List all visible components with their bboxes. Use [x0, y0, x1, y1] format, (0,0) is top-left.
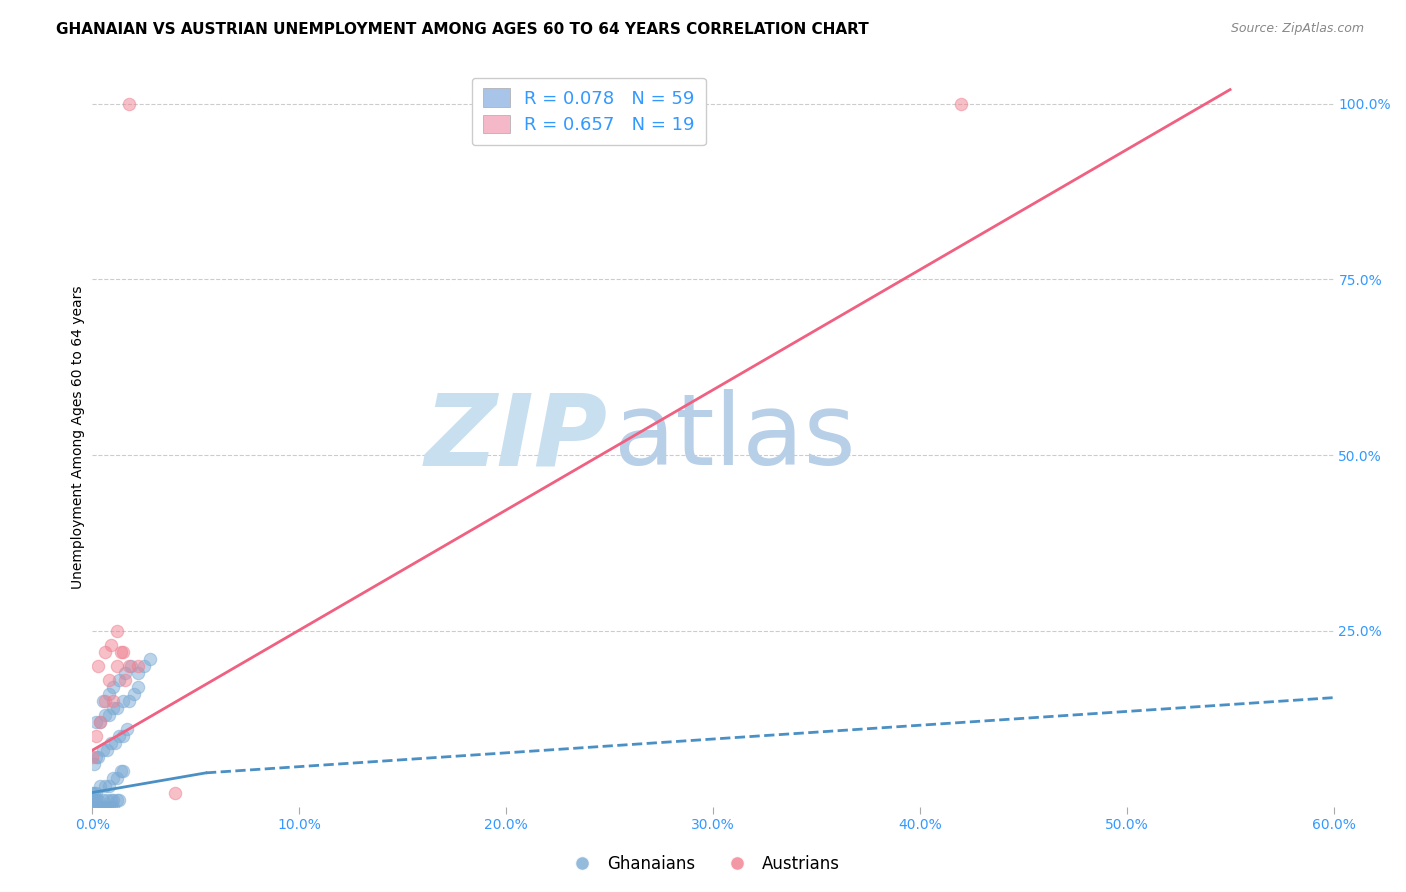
- Point: [112, 729, 135, 743]
- Point: [86, 792, 108, 806]
- Point: [101, 792, 124, 806]
- Point: [101, 772, 124, 786]
- Legend: Ghanaians, Austrians: Ghanaians, Austrians: [560, 848, 846, 880]
- Point: [86, 715, 108, 730]
- Point: [93, 694, 115, 708]
- Point: [86, 785, 108, 799]
- Point: [87, 792, 110, 806]
- Point: [87, 799, 110, 814]
- Point: [127, 666, 149, 681]
- Point: [96, 799, 118, 814]
- Text: Source: ZipAtlas.com: Source: ZipAtlas.com: [1230, 22, 1364, 36]
- Point: [91, 799, 114, 814]
- Point: [97, 687, 120, 701]
- Point: [83, 757, 105, 772]
- Point: [97, 779, 120, 793]
- Point: [105, 659, 128, 673]
- Point: [112, 764, 135, 779]
- Point: [127, 659, 149, 673]
- Point: [105, 792, 128, 806]
- Point: [83, 785, 105, 799]
- Point: [132, 659, 155, 673]
- Point: [101, 701, 124, 715]
- Point: [89, 799, 111, 814]
- Y-axis label: Unemployment Among Ages 60 to 64 years: Unemployment Among Ages 60 to 64 years: [72, 285, 86, 590]
- Point: [86, 799, 108, 814]
- Point: [950, 96, 973, 111]
- Point: [114, 666, 136, 681]
- Point: [97, 673, 120, 687]
- Text: ZIP: ZIP: [425, 389, 607, 486]
- Point: [100, 736, 122, 750]
- Legend: R = 0.078   N = 59, R = 0.657   N = 19: R = 0.078 N = 59, R = 0.657 N = 19: [472, 78, 706, 145]
- Point: [97, 799, 120, 814]
- Point: [100, 799, 122, 814]
- Point: [96, 792, 118, 806]
- Point: [82, 750, 104, 764]
- Point: [139, 652, 162, 666]
- Point: [93, 799, 115, 814]
- Point: [89, 715, 111, 730]
- Point: [86, 750, 108, 764]
- Point: [105, 624, 128, 638]
- Text: atlas: atlas: [613, 389, 855, 486]
- Point: [101, 799, 124, 814]
- Text: GHANAIAN VS AUSTRIAN UNEMPLOYMENT AMONG AGES 60 TO 64 YEARS CORRELATION CHART: GHANAIAN VS AUSTRIAN UNEMPLOYMENT AMONG …: [56, 22, 869, 37]
- Point: [118, 659, 141, 673]
- Point: [96, 743, 118, 757]
- Point: [93, 708, 115, 723]
- Point: [89, 715, 111, 730]
- Point: [163, 785, 186, 799]
- Point: [100, 638, 122, 652]
- Point: [101, 694, 124, 708]
- Point: [93, 645, 115, 659]
- Point: [114, 673, 136, 687]
- Point: [83, 792, 105, 806]
- Point: [108, 792, 131, 806]
- Point: [110, 645, 132, 659]
- Point: [87, 659, 110, 673]
- Point: [127, 680, 149, 694]
- Point: [91, 694, 114, 708]
- Point: [110, 764, 132, 779]
- Point: [87, 750, 110, 764]
- Point: [82, 792, 104, 806]
- Point: [89, 779, 111, 793]
- Point: [118, 96, 141, 111]
- Point: [105, 772, 128, 786]
- Point: [108, 673, 131, 687]
- Point: [86, 729, 108, 743]
- Point: [118, 694, 141, 708]
- Point: [112, 645, 135, 659]
- Point: [105, 701, 128, 715]
- Point: [108, 729, 131, 743]
- Point: [82, 799, 104, 814]
- Point: [82, 785, 104, 799]
- Point: [117, 723, 139, 737]
- Point: [104, 736, 127, 750]
- Point: [121, 659, 143, 673]
- Point: [112, 694, 135, 708]
- Point: [101, 680, 124, 694]
- Point: [91, 792, 114, 806]
- Point: [100, 792, 122, 806]
- Point: [93, 779, 115, 793]
- Point: [91, 743, 114, 757]
- Point: [122, 687, 145, 701]
- Point: [97, 708, 120, 723]
